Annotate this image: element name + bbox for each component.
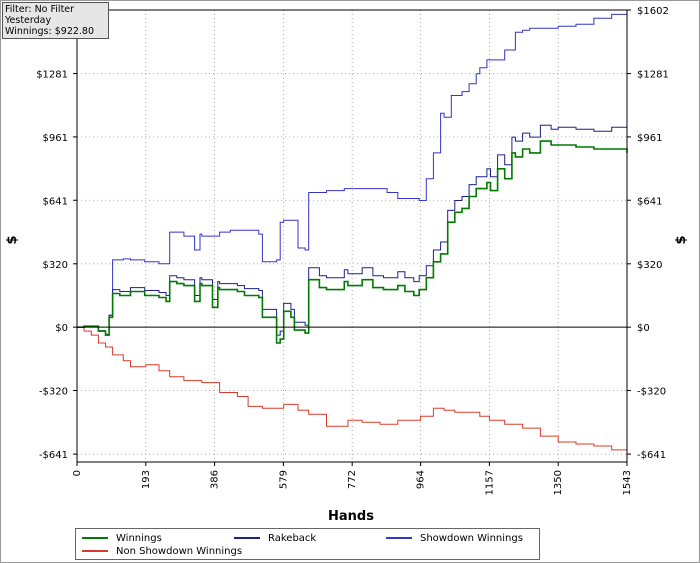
filter-info-box: Filter: No Filter Yesterday Winnings: $9… [2,2,109,39]
legend-item-non-showdown: Non Showdown Winnings [82,545,242,557]
legend-swatch-non-showdown [82,550,108,552]
series-line-non-showdown-winnings [77,326,628,462]
y-tick-label-left: $961 [43,133,68,144]
legend-item-winnings: Winnings [82,532,162,544]
x-tick-label: 193 [141,470,152,489]
y-tick-label-left: $0 [55,323,68,334]
winnings-total: Winnings: $922.80 [5,26,95,37]
y-tick-label-left: $320 [43,260,68,271]
x-tick-label: 579 [278,470,289,489]
filter-label: Filter: No Filter [5,4,75,15]
legend-item-showdown: Showdown Winnings [386,532,523,544]
legend-swatch-rakeback [234,537,260,539]
x-tick-label: 1350 [553,470,564,495]
legend-item-rakeback: Rakeback [234,532,316,544]
grid-layer [77,9,627,462]
y-tick-label-right: $320 [637,260,662,271]
y-tick-label-right: -$641 [637,450,666,461]
legend-label-winnings: Winnings [116,532,162,544]
y-tick-label-right: -$320 [637,387,666,398]
series-line-showdown-winnings [77,10,628,336]
x-tick-label: 1157 [484,470,495,495]
y-tick-label-right: $0 [637,323,650,334]
y-tick-label-left: -$320 [39,387,68,398]
x-axis-title: Hands [328,509,374,524]
x-tick-label: 0 [72,470,83,476]
x-tick-label: 1543 [622,470,633,495]
x-tick-label: 964 [416,470,427,489]
legend-label-non-showdown: Non Showdown Winnings [116,545,243,557]
y-tick-label-right: $961 [637,133,662,144]
y-tick-label-right: $1281 [637,70,669,81]
series-layer [77,10,628,462]
y-tick-label-left: $641 [43,196,68,207]
y-tick-label-right: $641 [637,196,662,207]
legend-swatch-winnings [82,537,108,539]
y-tick-label-right: $1602 [637,6,669,17]
legend-swatch-showdown [386,537,412,539]
chart-legend: Winnings Rakeback Showdown Winnings Non … [75,528,540,560]
period-label: Yesterday [5,15,52,26]
x-tick-label: 772 [347,470,358,489]
y-axis-title-left: $ [5,235,20,244]
y-axis-title-right: $ [674,235,689,244]
y-tick-label-left: $1281 [36,70,68,81]
x-tick-label: 386 [210,470,221,489]
y-tick-label-left: -$641 [39,450,68,461]
legend-label-showdown: Showdown Winnings [420,532,523,544]
legend-label-rakeback: Rakeback [268,532,317,544]
series-line-winnings [77,140,628,344]
